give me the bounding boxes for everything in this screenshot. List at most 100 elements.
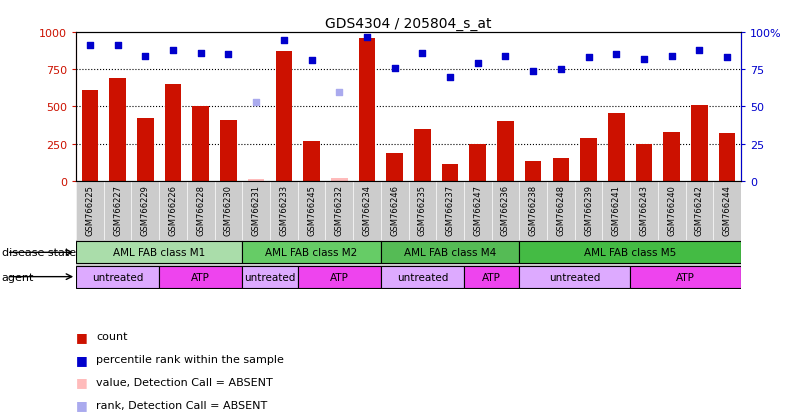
Text: GSM766243: GSM766243: [639, 184, 649, 235]
Point: [693, 47, 706, 54]
Text: AML FAB class M1: AML FAB class M1: [113, 248, 205, 258]
Text: untreated: untreated: [549, 272, 601, 282]
Point: [360, 34, 373, 41]
Text: GSM766244: GSM766244: [723, 184, 731, 235]
Text: untreated: untreated: [244, 272, 296, 282]
Bar: [691, 106, 708, 181]
Text: GSM766245: GSM766245: [307, 184, 316, 235]
Point: [222, 52, 235, 59]
Text: GSM766242: GSM766242: [695, 184, 704, 235]
Text: GSM766228: GSM766228: [196, 184, 205, 235]
Bar: [380, 266, 464, 288]
Point: [195, 50, 207, 57]
Bar: [636, 144, 652, 181]
Bar: [248, 180, 264, 181]
Bar: [304, 142, 320, 181]
Point: [638, 57, 650, 63]
Point: [167, 47, 179, 54]
Text: GSM766237: GSM766237: [445, 184, 454, 235]
Point: [305, 58, 318, 64]
Text: AML FAB class M2: AML FAB class M2: [265, 248, 358, 258]
Text: value, Detection Call = ABSENT: value, Detection Call = ABSENT: [96, 377, 273, 387]
Bar: [220, 121, 237, 181]
Point: [444, 74, 457, 81]
Text: GSM766232: GSM766232: [335, 184, 344, 235]
Text: disease state: disease state: [2, 248, 76, 258]
Text: GSM766229: GSM766229: [141, 184, 150, 235]
Bar: [525, 162, 541, 181]
Bar: [359, 39, 375, 181]
Text: GSM766247: GSM766247: [473, 184, 482, 235]
Point: [250, 100, 263, 106]
Bar: [553, 159, 570, 181]
Point: [277, 37, 290, 44]
Text: GSM766238: GSM766238: [529, 184, 537, 235]
Point: [499, 53, 512, 60]
Text: agent: agent: [2, 272, 34, 282]
Text: ■: ■: [76, 398, 88, 411]
Bar: [630, 266, 741, 288]
Text: ■: ■: [76, 330, 88, 343]
Bar: [442, 165, 458, 181]
Point: [471, 61, 484, 67]
Title: GDS4304 / 205804_s_at: GDS4304 / 205804_s_at: [325, 17, 492, 31]
Bar: [386, 154, 403, 181]
Bar: [276, 52, 292, 181]
Text: rank, Detection Call = ABSENT: rank, Detection Call = ABSENT: [96, 400, 268, 410]
Bar: [464, 266, 519, 288]
Text: count: count: [96, 332, 127, 342]
Text: GSM766241: GSM766241: [612, 184, 621, 235]
Text: percentile rank within the sample: percentile rank within the sample: [96, 354, 284, 364]
Text: GSM766226: GSM766226: [168, 184, 178, 235]
Bar: [580, 139, 597, 181]
Point: [582, 55, 595, 62]
Point: [139, 53, 151, 60]
Point: [721, 55, 734, 62]
Text: AML FAB class M4: AML FAB class M4: [404, 248, 496, 258]
Text: GSM766239: GSM766239: [584, 184, 593, 235]
Text: GSM766236: GSM766236: [501, 184, 510, 235]
Bar: [137, 119, 154, 181]
Text: untreated: untreated: [396, 272, 448, 282]
Bar: [497, 122, 513, 181]
Text: ■: ■: [76, 375, 88, 389]
Bar: [109, 79, 126, 181]
Text: ATP: ATP: [191, 272, 210, 282]
Point: [388, 65, 401, 72]
Point: [333, 89, 346, 96]
Bar: [192, 107, 209, 181]
Text: untreated: untreated: [92, 272, 143, 282]
Bar: [76, 242, 242, 263]
Point: [610, 52, 622, 59]
Bar: [608, 114, 625, 181]
Point: [416, 50, 429, 57]
Bar: [331, 178, 348, 181]
Text: GSM766246: GSM766246: [390, 184, 399, 235]
Bar: [519, 266, 630, 288]
Text: AML FAB class M5: AML FAB class M5: [584, 248, 676, 258]
Text: ATP: ATP: [676, 272, 695, 282]
Text: GSM766230: GSM766230: [224, 184, 233, 235]
Bar: [76, 266, 159, 288]
Bar: [165, 85, 181, 181]
Point: [83, 43, 96, 50]
Point: [527, 68, 540, 75]
Text: GSM766248: GSM766248: [557, 184, 566, 235]
Point: [111, 43, 124, 50]
Bar: [242, 242, 380, 263]
Text: GSM766231: GSM766231: [252, 184, 260, 235]
Text: ■: ■: [76, 353, 88, 366]
Bar: [469, 144, 486, 181]
Bar: [159, 266, 242, 288]
Point: [554, 67, 567, 74]
Bar: [519, 242, 741, 263]
Bar: [380, 242, 519, 263]
Text: GSM766227: GSM766227: [113, 184, 122, 235]
Text: GSM766235: GSM766235: [418, 184, 427, 235]
Text: ATP: ATP: [330, 272, 348, 282]
Bar: [242, 266, 298, 288]
Text: GSM766234: GSM766234: [363, 184, 372, 235]
Text: GSM766240: GSM766240: [667, 184, 676, 235]
Text: GSM766233: GSM766233: [280, 184, 288, 235]
Bar: [663, 133, 680, 181]
